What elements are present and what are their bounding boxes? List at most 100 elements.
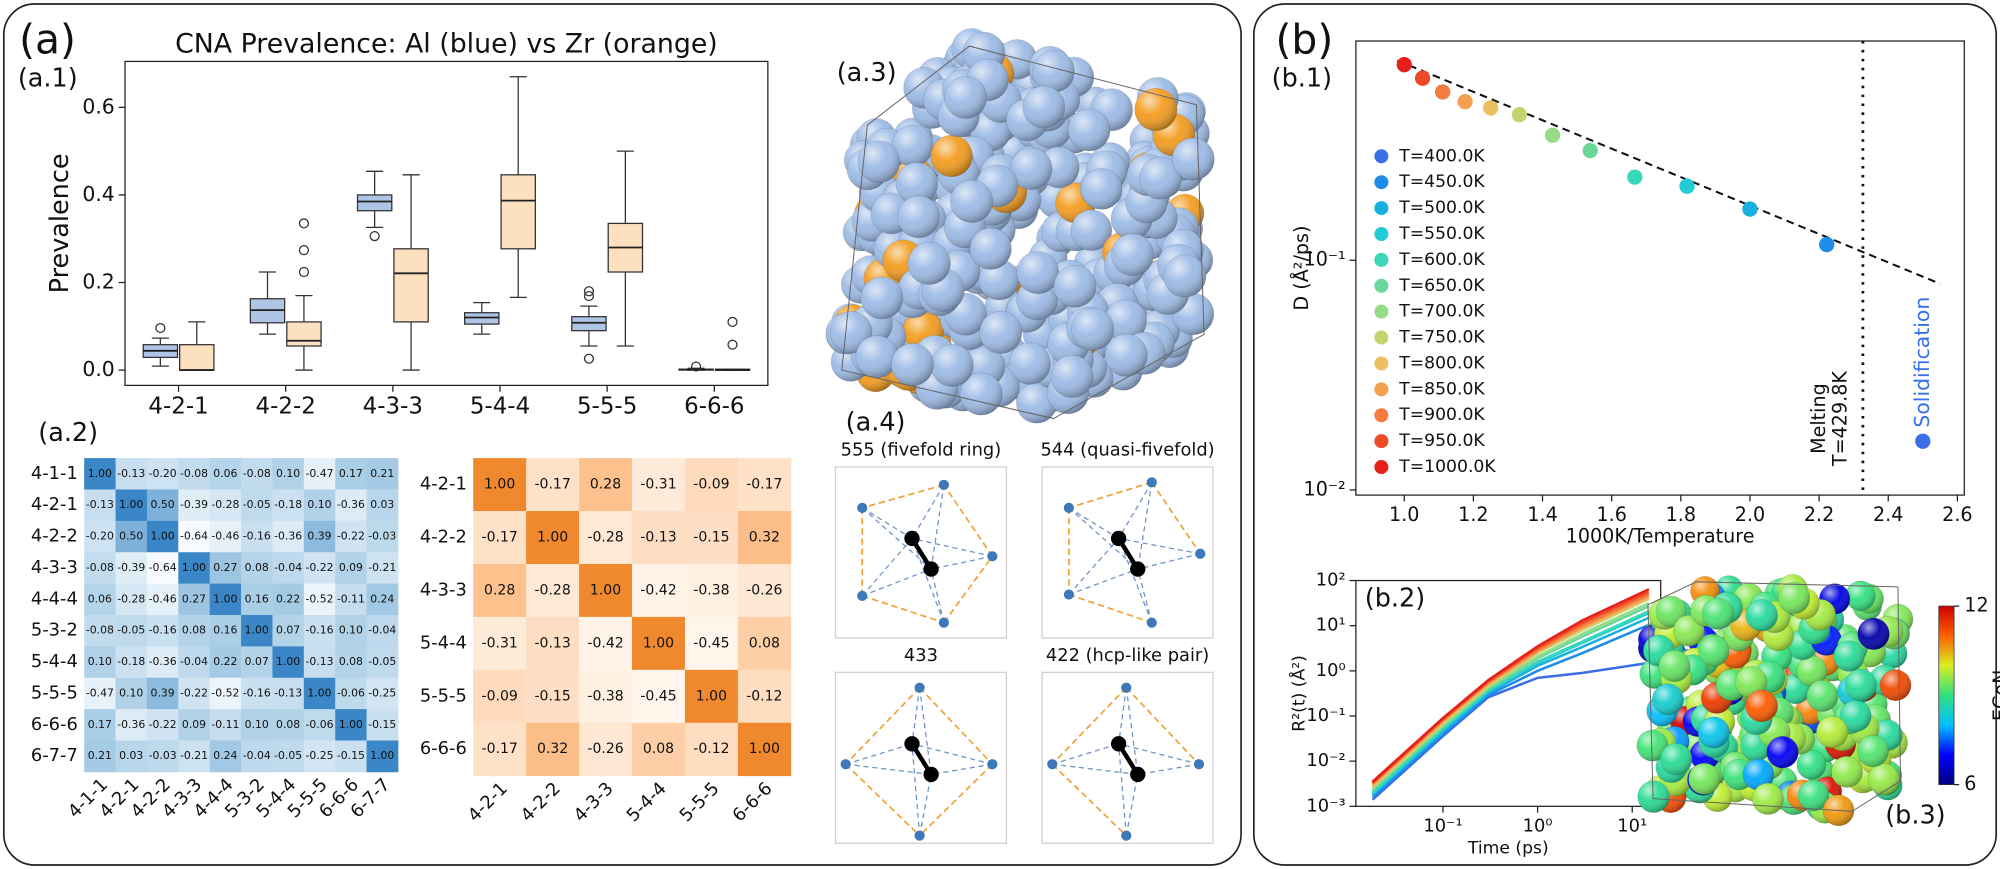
- bond-dashed: [1118, 538, 1153, 623]
- atom-shade: [1868, 763, 1900, 795]
- cell-label: -0.11: [337, 592, 365, 605]
- bond-dashed: [931, 763, 993, 776]
- melting-label: T=429.8K: [1829, 371, 1852, 467]
- panel-sublabel: (a.1): [18, 63, 78, 93]
- heat-cell: [115, 552, 148, 584]
- colorbar-label: ECoN: [1989, 670, 2000, 721]
- cell-label: -0.06: [305, 718, 333, 731]
- cell-label: 1.00: [339, 718, 363, 731]
- x-tick-label: 6-6-6: [684, 394, 744, 420]
- ring-edge: [943, 555, 994, 624]
- point: [1742, 201, 1758, 217]
- box: [500, 174, 536, 250]
- atom-shade: [1009, 342, 1051, 385]
- heat-cell: [366, 520, 399, 553]
- atom-shade: [895, 162, 938, 205]
- bond-dashed: [1118, 743, 1200, 765]
- cell-label: -0.45: [693, 635, 729, 651]
- cell-label: 0.21: [370, 467, 394, 480]
- cell-label: 1.00: [182, 561, 206, 574]
- bond-dashed: [1117, 743, 1127, 836]
- atom-shade: [969, 227, 1012, 270]
- atom-shade: [1845, 580, 1876, 611]
- heat-cell: [178, 740, 211, 773]
- row-label: 6-6-6: [31, 714, 78, 735]
- ring-edge: [1051, 687, 1127, 765]
- cell-label: -0.16: [149, 624, 177, 637]
- legend-label: T=750.0K: [1398, 328, 1485, 348]
- point: [1819, 236, 1835, 253]
- legend-marker: [1374, 356, 1389, 371]
- outlier: [298, 266, 310, 278]
- x-tick-label: 1.4: [1527, 503, 1557, 526]
- heat-cell: [737, 511, 792, 565]
- colorbar: [1938, 605, 1955, 786]
- cell-label: 1.00: [276, 655, 300, 668]
- cell-label: 1.00: [307, 686, 331, 699]
- legend-label: T=900.0K: [1398, 405, 1485, 425]
- heat-cell: [241, 489, 273, 522]
- atom-shade: [891, 343, 934, 386]
- root-atom: [923, 561, 939, 577]
- atom-shade: [1857, 735, 1889, 767]
- heat-cell: [115, 583, 148, 616]
- ring-edge: [862, 484, 945, 509]
- heat-cell: [579, 563, 633, 618]
- cell-label: -0.16: [243, 686, 271, 699]
- legend-marker: [1374, 278, 1389, 293]
- outlier: [727, 339, 738, 350]
- y-tick-label: 10⁻¹: [1304, 248, 1346, 271]
- heat-cell: [303, 552, 336, 584]
- diagram-title: 433: [904, 645, 938, 666]
- heat-cell: [146, 709, 179, 741]
- point: [1915, 433, 1931, 449]
- atom-shade: [891, 124, 934, 167]
- cell-label: 0.17: [88, 718, 112, 731]
- bond-dashed: [919, 687, 932, 775]
- ring-edge: [845, 687, 921, 765]
- cell-label: 0.24: [370, 592, 394, 605]
- cell-box: [1647, 581, 1902, 812]
- bond-dashed: [1068, 568, 1138, 596]
- heat-cell: [737, 669, 792, 724]
- row-label: 6-7-7: [31, 745, 78, 766]
- cell-label: 0.08: [276, 718, 300, 731]
- cell-label: -0.21: [180, 749, 208, 762]
- outlier: [727, 316, 738, 328]
- outlier: [155, 322, 166, 334]
- heat-cell: [632, 563, 686, 618]
- row-label: 4-3-3: [31, 557, 78, 578]
- heat-cell: [272, 583, 305, 616]
- atom-shade: [1134, 88, 1178, 131]
- neighbor-atom: [857, 502, 868, 513]
- legend-marker: [1374, 382, 1389, 397]
- atom-shade: [1798, 780, 1829, 811]
- atom-shade: [1735, 666, 1768, 698]
- bond-dashed: [1117, 687, 1127, 744]
- atoms: [825, 28, 1215, 424]
- legend-label: T=700.0K: [1398, 302, 1485, 322]
- ring-edge: [845, 763, 921, 837]
- heat-cell: [241, 552, 273, 584]
- heat-cell: [335, 709, 367, 741]
- heat-cell: [272, 458, 305, 490]
- row-label: 4-4-4: [31, 588, 78, 609]
- neighbor-atom: [1063, 502, 1074, 513]
- x-tick-label: 5-4-4: [470, 394, 530, 420]
- heat-cell: [272, 646, 305, 679]
- cell-label: -0.04: [180, 655, 208, 668]
- cell-label: 1.00: [643, 635, 674, 651]
- point: [1434, 84, 1451, 100]
- ring-edge: [861, 595, 945, 624]
- point: [1582, 142, 1598, 159]
- cell-label: -0.47: [305, 467, 333, 480]
- bond-dashed: [911, 743, 921, 836]
- cell-label: -0.22: [180, 686, 208, 699]
- atom-shade: [1745, 690, 1778, 722]
- x-tick-label: 1.6: [1596, 503, 1626, 526]
- heat-cell: [209, 520, 242, 553]
- heat-cell: [366, 614, 399, 647]
- cell-label: 0.28: [484, 582, 515, 598]
- atom-shade: [979, 311, 1022, 354]
- outlier: [583, 353, 595, 364]
